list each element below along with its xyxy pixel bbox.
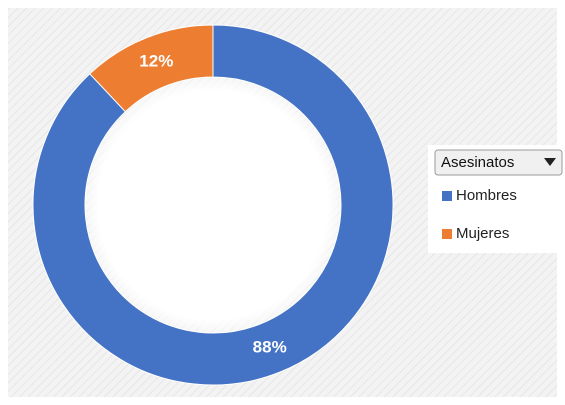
field-button-box[interactable] <box>434 149 563 176</box>
donut-hole <box>78 70 348 340</box>
legend-title[interactable]: Asesinatos <box>441 154 514 171</box>
legend-label: Mujeres <box>456 225 509 242</box>
legend-swatch <box>442 191 452 201</box>
legend-items: Hombres Mujeres <box>442 187 517 242</box>
data-label: 12% <box>139 51 173 70</box>
legend-label: Hombres <box>456 187 517 204</box>
legend-swatch <box>442 229 452 239</box>
legend: Asesinatos Hombres Mujeres <box>428 145 565 253</box>
data-label: 88% <box>253 338 287 357</box>
donut: 88% 12% <box>32 24 394 386</box>
field-button[interactable]: Asesinatos <box>434 149 563 176</box>
donut-segment <box>32 24 394 386</box>
dropdown-arrow[interactable] <box>544 158 556 166</box>
donut-segment <box>89 24 214 113</box>
